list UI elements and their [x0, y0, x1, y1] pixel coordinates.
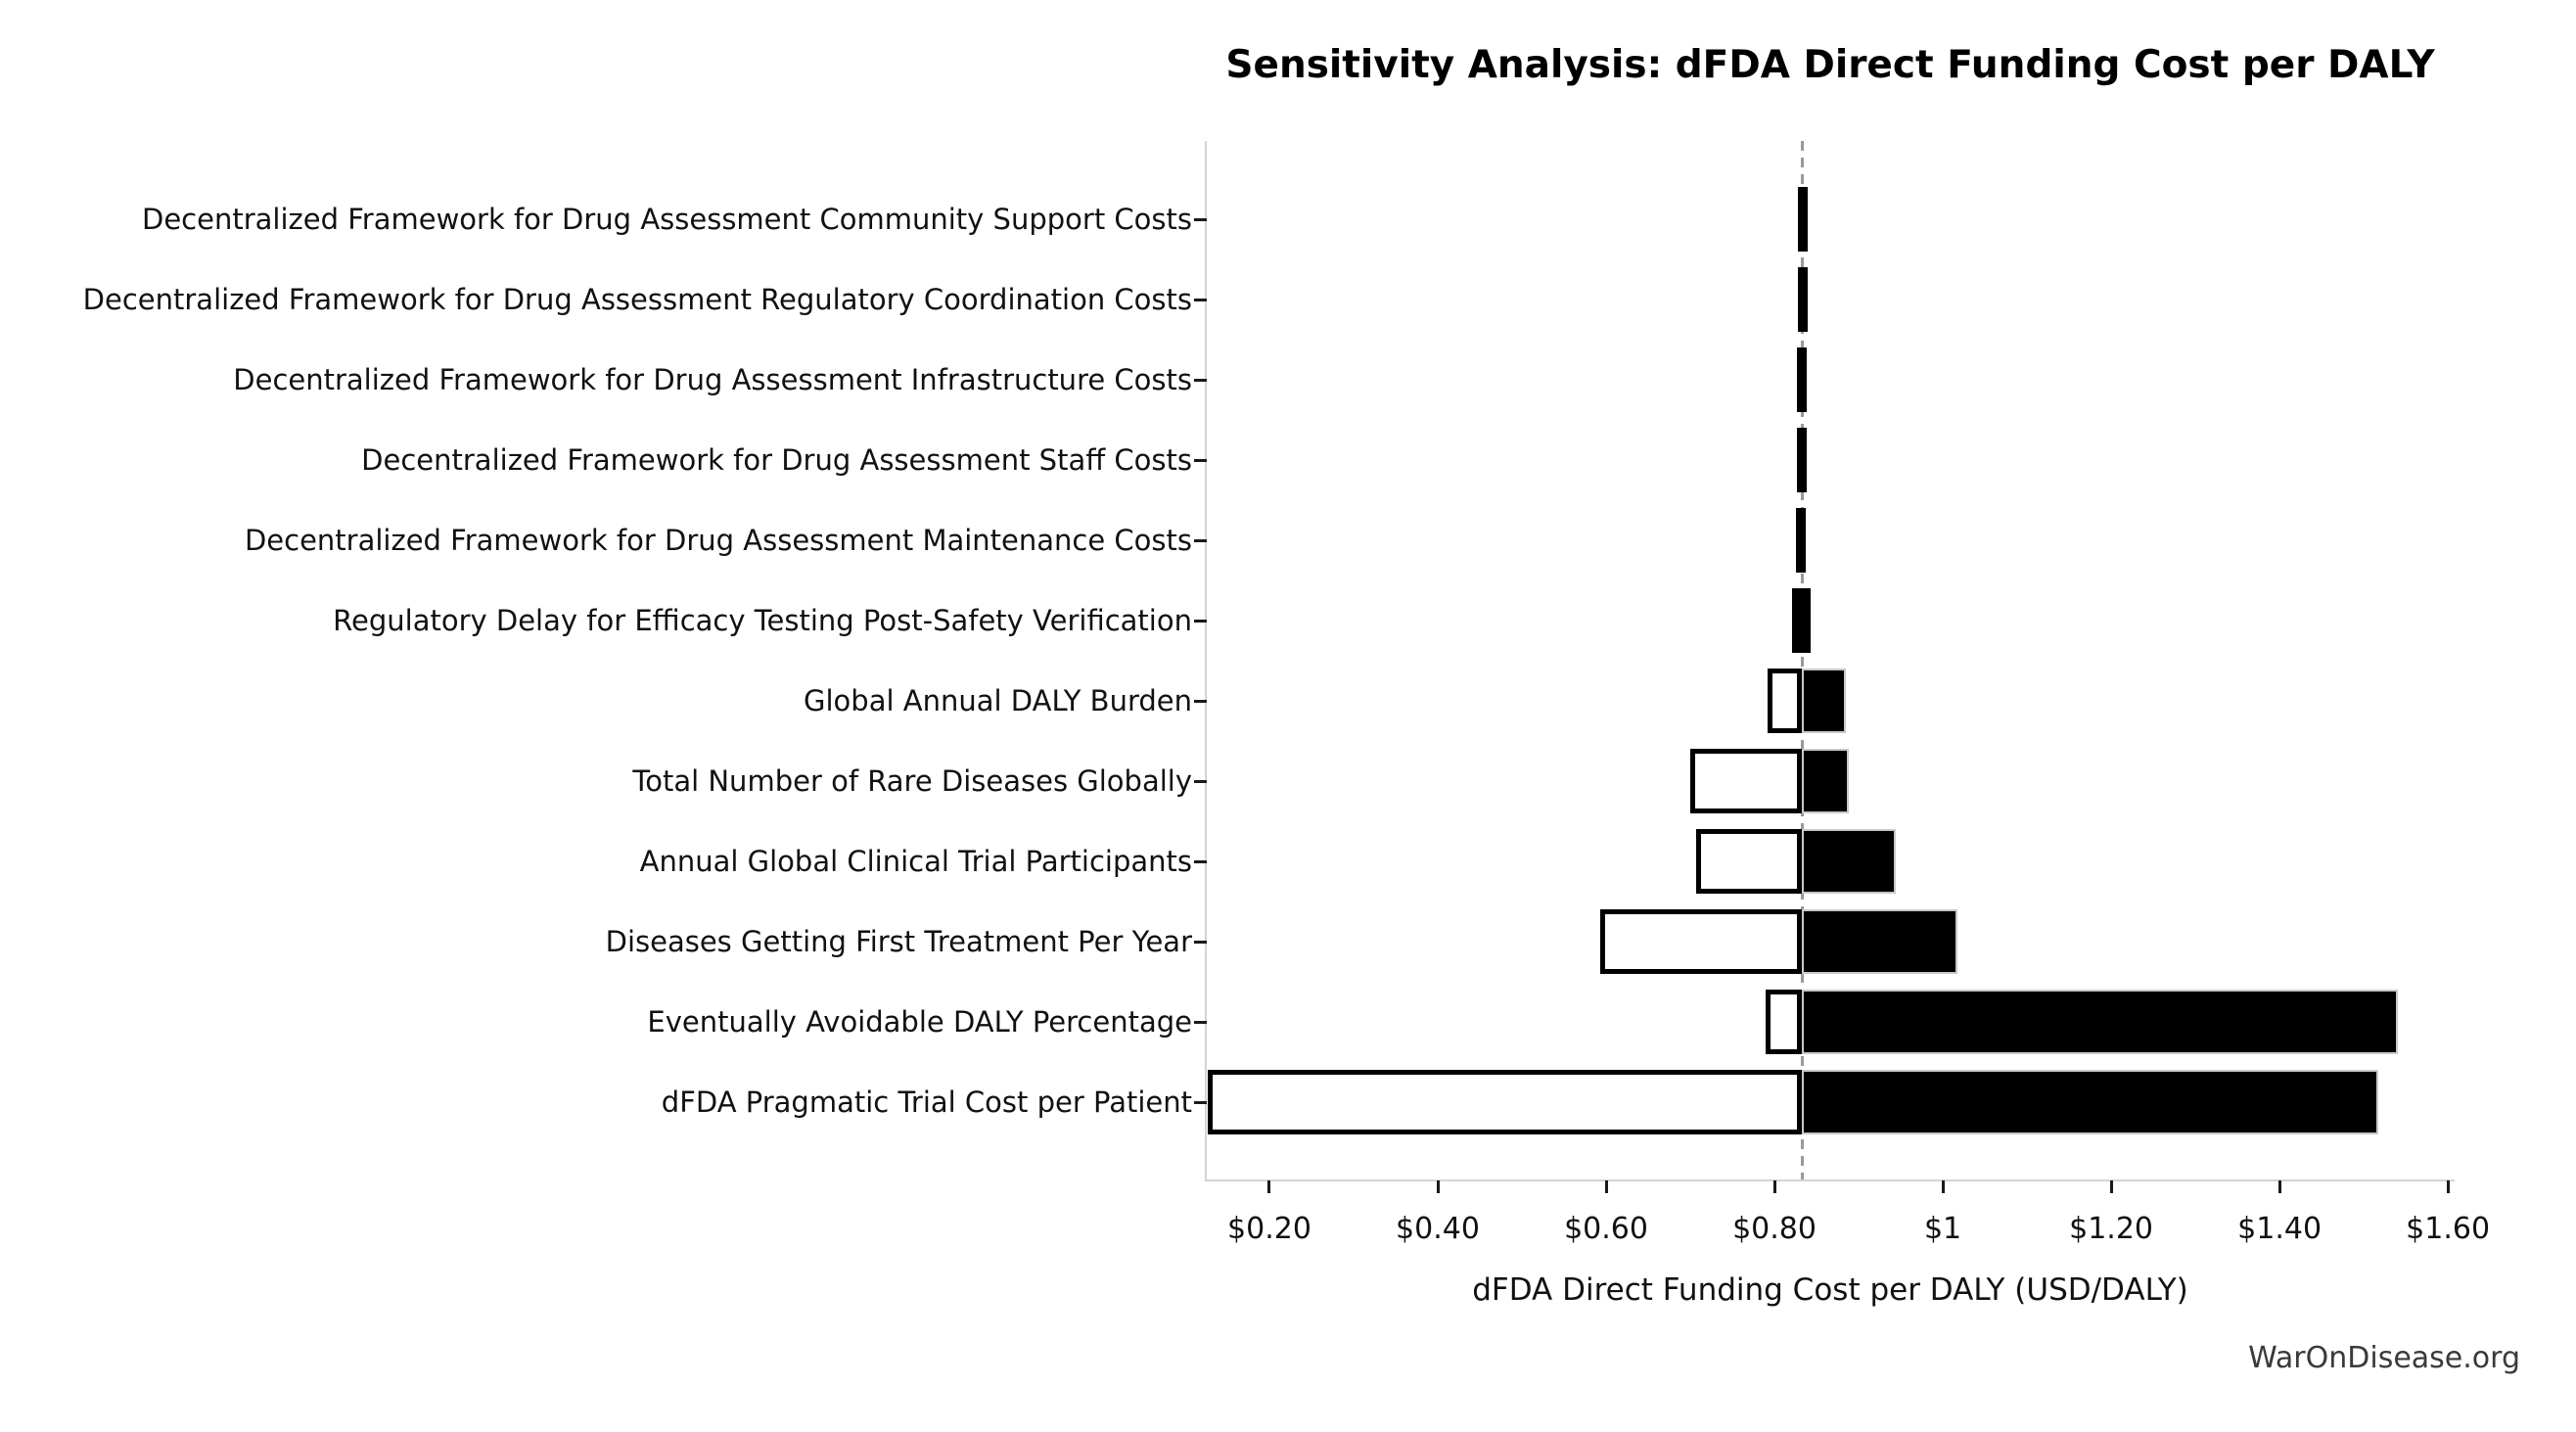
- x-tick-mark: [1772, 1180, 1776, 1193]
- x-tick-label: $0.40: [1396, 1212, 1480, 1246]
- bar-low-segment: [1792, 588, 1803, 653]
- y-tick-mark: [1194, 458, 1207, 462]
- bar-high-segment: [1802, 187, 1805, 252]
- bar-high-segment: [1802, 347, 1806, 412]
- y-tick-mark: [1194, 1020, 1207, 1024]
- bar-high-segment: [1802, 909, 1957, 974]
- x-tick-mark: [1604, 1180, 1608, 1193]
- bar-low-segment: [1600, 909, 1803, 974]
- x-axis-title: dFDA Direct Funding Cost per DALY (USD/D…: [1472, 1272, 2188, 1308]
- chart-title: Sensitivity Analysis: dFDA Direct Fundin…: [1225, 43, 2435, 87]
- bar-low-segment: [1696, 829, 1803, 894]
- row-label: Global Annual DALY Burden: [804, 684, 1192, 717]
- row-label: Decentralized Framework for Drug Assessm…: [142, 203, 1192, 236]
- row-label: Eventually Avoidable DALY Percentage: [647, 1005, 1192, 1039]
- x-tick-mark: [1267, 1180, 1271, 1193]
- bar-low-segment: [1768, 669, 1803, 733]
- x-tick-mark: [2277, 1180, 2281, 1193]
- y-tick-mark: [1194, 619, 1207, 623]
- x-tick-label: $1.60: [2406, 1212, 2491, 1246]
- row-label: Total Number of Rare Diseases Globally: [632, 764, 1192, 798]
- bar-low-segment: [1690, 749, 1803, 813]
- x-tick-mark: [1941, 1180, 1945, 1193]
- row-label: Regulatory Delay for Efficacy Testing Po…: [333, 604, 1192, 637]
- bar-high-segment: [1802, 669, 1847, 733]
- y-tick-mark: [1194, 217, 1207, 221]
- row-label: Decentralized Framework for Drug Assessm…: [82, 283, 1192, 316]
- y-tick-mark: [1194, 779, 1207, 783]
- x-tick-mark: [2109, 1180, 2113, 1193]
- x-tick-mark: [2446, 1180, 2450, 1193]
- y-tick-mark: [1194, 538, 1207, 542]
- x-tick-label: $0.60: [1564, 1212, 1648, 1246]
- row-label: dFDA Pragmatic Trial Cost per Patient: [661, 1086, 1192, 1119]
- bar-high-segment: [1802, 508, 1806, 573]
- bar-high-segment: [1802, 990, 2399, 1054]
- bar-high-segment: [1802, 829, 1896, 894]
- watermark-text: WarOnDisease.org: [2248, 1341, 2520, 1375]
- y-tick-mark: [1194, 699, 1207, 703]
- row-label: Decentralized Framework for Drug Assessm…: [233, 363, 1192, 396]
- bar-low-segment: [1766, 990, 1803, 1054]
- x-tick-label: $1.20: [2069, 1212, 2154, 1246]
- x-tick-label: $0.80: [1732, 1212, 1817, 1246]
- row-label: Decentralized Framework for Drug Assessm…: [361, 443, 1192, 477]
- y-tick-mark: [1194, 378, 1207, 382]
- x-tick-label: $1.40: [2237, 1212, 2323, 1246]
- x-tick-mark: [1436, 1180, 1440, 1193]
- x-axis-bottom-spine: [1205, 1179, 2455, 1181]
- y-tick-mark: [1194, 298, 1207, 301]
- x-tick-label: $1: [1923, 1212, 1962, 1246]
- bar-high-segment: [1802, 588, 1812, 653]
- bar-high-segment: [1802, 749, 1849, 813]
- y-tick-mark: [1194, 859, 1207, 863]
- bar-low-segment: [1208, 1070, 1803, 1134]
- bar-high-segment: [1802, 1070, 2378, 1134]
- row-label: Diseases Getting First Treatment Per Yea…: [605, 925, 1192, 958]
- row-label: Decentralized Framework for Drug Assessm…: [244, 524, 1192, 557]
- y-tick-mark: [1194, 940, 1207, 944]
- y-axis-left-spine: [1205, 141, 1207, 1180]
- y-tick-mark: [1194, 1100, 1207, 1104]
- row-label: Annual Global Clinical Trial Participant…: [639, 845, 1192, 878]
- bar-high-segment: [1802, 428, 1806, 492]
- baseline-dashed-line: [1800, 141, 1804, 1179]
- bar-high-segment: [1802, 267, 1805, 332]
- x-tick-label: $0.20: [1227, 1212, 1311, 1246]
